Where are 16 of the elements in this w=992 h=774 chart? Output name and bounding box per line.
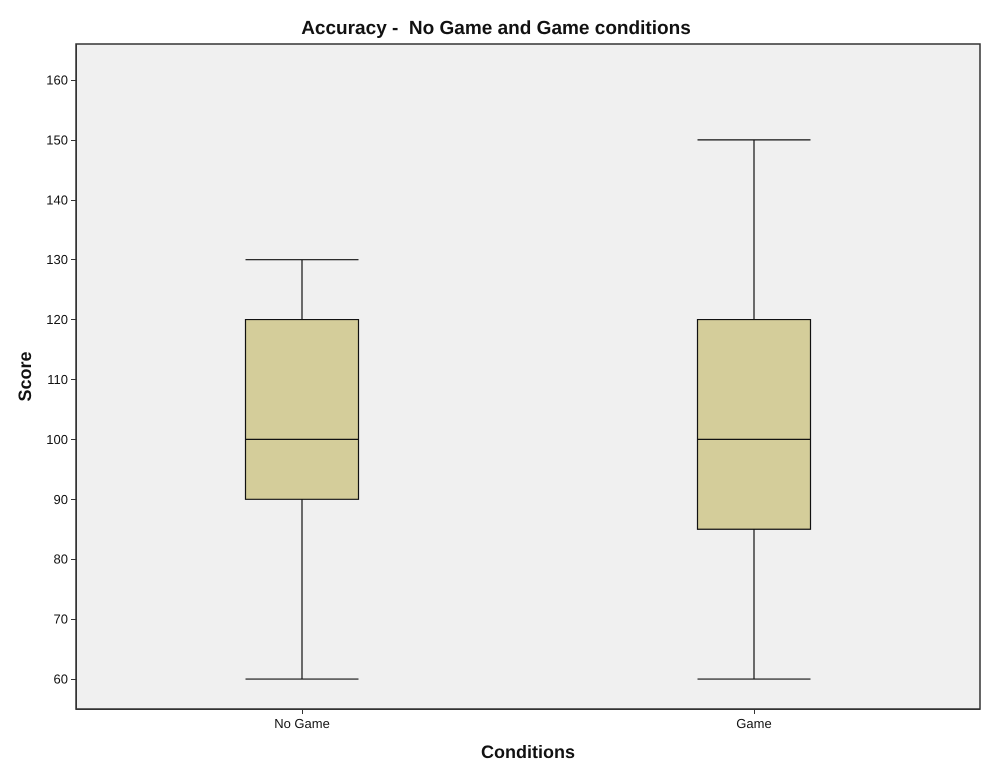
y-tick-label: 80: [54, 552, 68, 567]
x-tick-label: Game: [736, 716, 772, 731]
y-tick-label: 70: [54, 612, 68, 627]
y-tick-label: 120: [46, 312, 68, 328]
y-tick-label: 150: [46, 132, 68, 148]
y-tick-label: 130: [46, 252, 68, 268]
y-tick-label: 90: [54, 492, 68, 507]
y-tick-label: 100: [46, 432, 68, 447]
x-tick-label: No Game: [274, 716, 330, 731]
y-axis-title: Score: [15, 351, 35, 402]
chart-title: Accuracy - No Game and Game conditions: [301, 18, 691, 39]
y-tick-label: 110: [47, 372, 68, 387]
y-tick-label: 140: [46, 192, 68, 208]
y-tick-label: 160: [46, 72, 68, 88]
y-tick-label: 60: [54, 672, 68, 687]
x-axis-title: Conditions: [481, 742, 575, 762]
